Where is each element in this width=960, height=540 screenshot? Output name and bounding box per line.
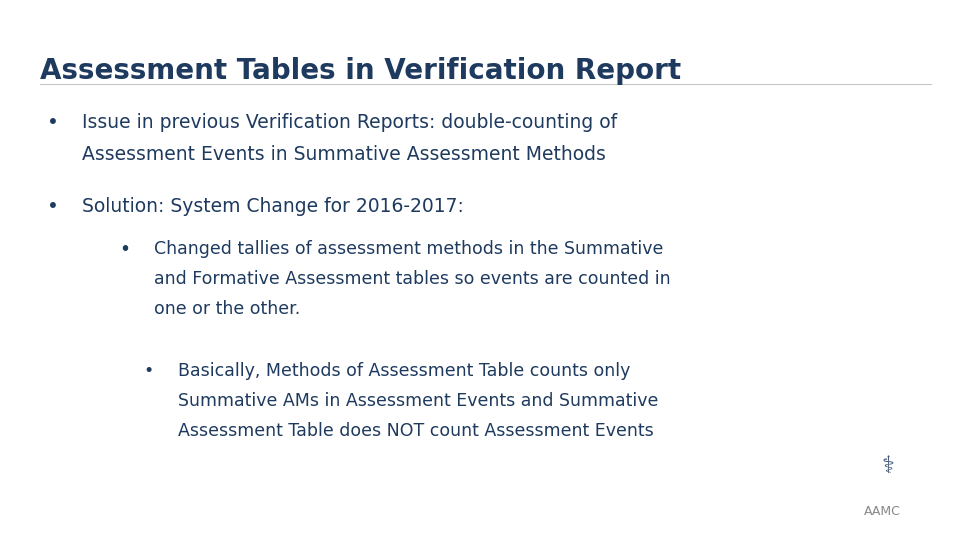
Text: AAMC: AAMC bbox=[864, 505, 900, 518]
Text: Summative AMs in Assessment Events and Summative: Summative AMs in Assessment Events and S… bbox=[178, 392, 658, 410]
Text: Assessment Tables in Verification Report: Assessment Tables in Verification Report bbox=[40, 57, 682, 85]
Text: •: • bbox=[144, 362, 154, 380]
Text: Assessment Events in Summative Assessment Methods: Assessment Events in Summative Assessmen… bbox=[82, 145, 606, 164]
Text: •: • bbox=[47, 197, 59, 216]
Text: and Formative Assessment tables so events are counted in: and Formative Assessment tables so event… bbox=[154, 270, 670, 288]
Text: •: • bbox=[119, 240, 131, 259]
Text: •: • bbox=[47, 113, 59, 132]
Text: Basically, Methods of Assessment Table counts only: Basically, Methods of Assessment Table c… bbox=[178, 362, 630, 380]
Text: ⚕: ⚕ bbox=[881, 454, 895, 478]
Text: Issue in previous Verification Reports: double-counting of: Issue in previous Verification Reports: … bbox=[82, 113, 616, 132]
Text: one or the other.: one or the other. bbox=[154, 300, 300, 318]
Text: Solution: System Change for 2016-2017:: Solution: System Change for 2016-2017: bbox=[82, 197, 464, 216]
Text: Changed tallies of assessment methods in the Summative: Changed tallies of assessment methods in… bbox=[154, 240, 663, 258]
Text: Assessment Table does NOT count Assessment Events: Assessment Table does NOT count Assessme… bbox=[178, 422, 654, 440]
